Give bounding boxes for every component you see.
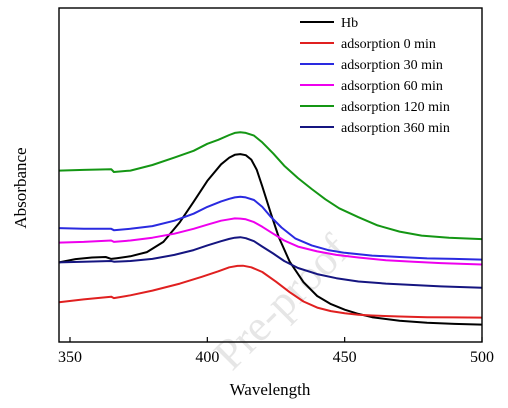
series-line-adsorption-120-min <box>58 131 483 241</box>
series-line-adsorption-360-min <box>58 236 483 289</box>
legend-label-adsorption-60-min: adsorption 60 min <box>341 79 443 94</box>
x-tick-label: 350 <box>58 349 82 366</box>
legend-label-adsorption-30-min: adsorption 30 min <box>341 58 443 73</box>
legend-label-adsorption-360-min: adsorption 360 min <box>341 121 450 136</box>
x-axis-title: Wavelength <box>230 380 311 399</box>
x-tick-label: 500 <box>470 349 494 366</box>
legend: Hb adsorption 0 min adsorption 30 min adsor… <box>300 16 450 136</box>
x-tick-label: 400 <box>195 349 219 366</box>
x-axis-ticks: 350 400 450 500 <box>58 337 494 366</box>
series-line-adsorption-60-min <box>58 217 483 266</box>
plot-curves <box>58 131 483 326</box>
series-line-hb <box>58 153 483 326</box>
legend-label-adsorption-120-min: adsorption 120 min <box>341 100 450 115</box>
legend-label-adsorption-0-min: adsorption 0 min <box>341 37 436 52</box>
series-line-adsorption-0-min <box>58 264 483 319</box>
series-line-adsorption-30-min <box>58 195 483 261</box>
plot-frame <box>58 7 483 343</box>
legend-label-hb: Hb <box>341 16 358 31</box>
y-axis-title: Absorbance <box>11 147 30 228</box>
x-tick-label: 450 <box>333 349 357 366</box>
